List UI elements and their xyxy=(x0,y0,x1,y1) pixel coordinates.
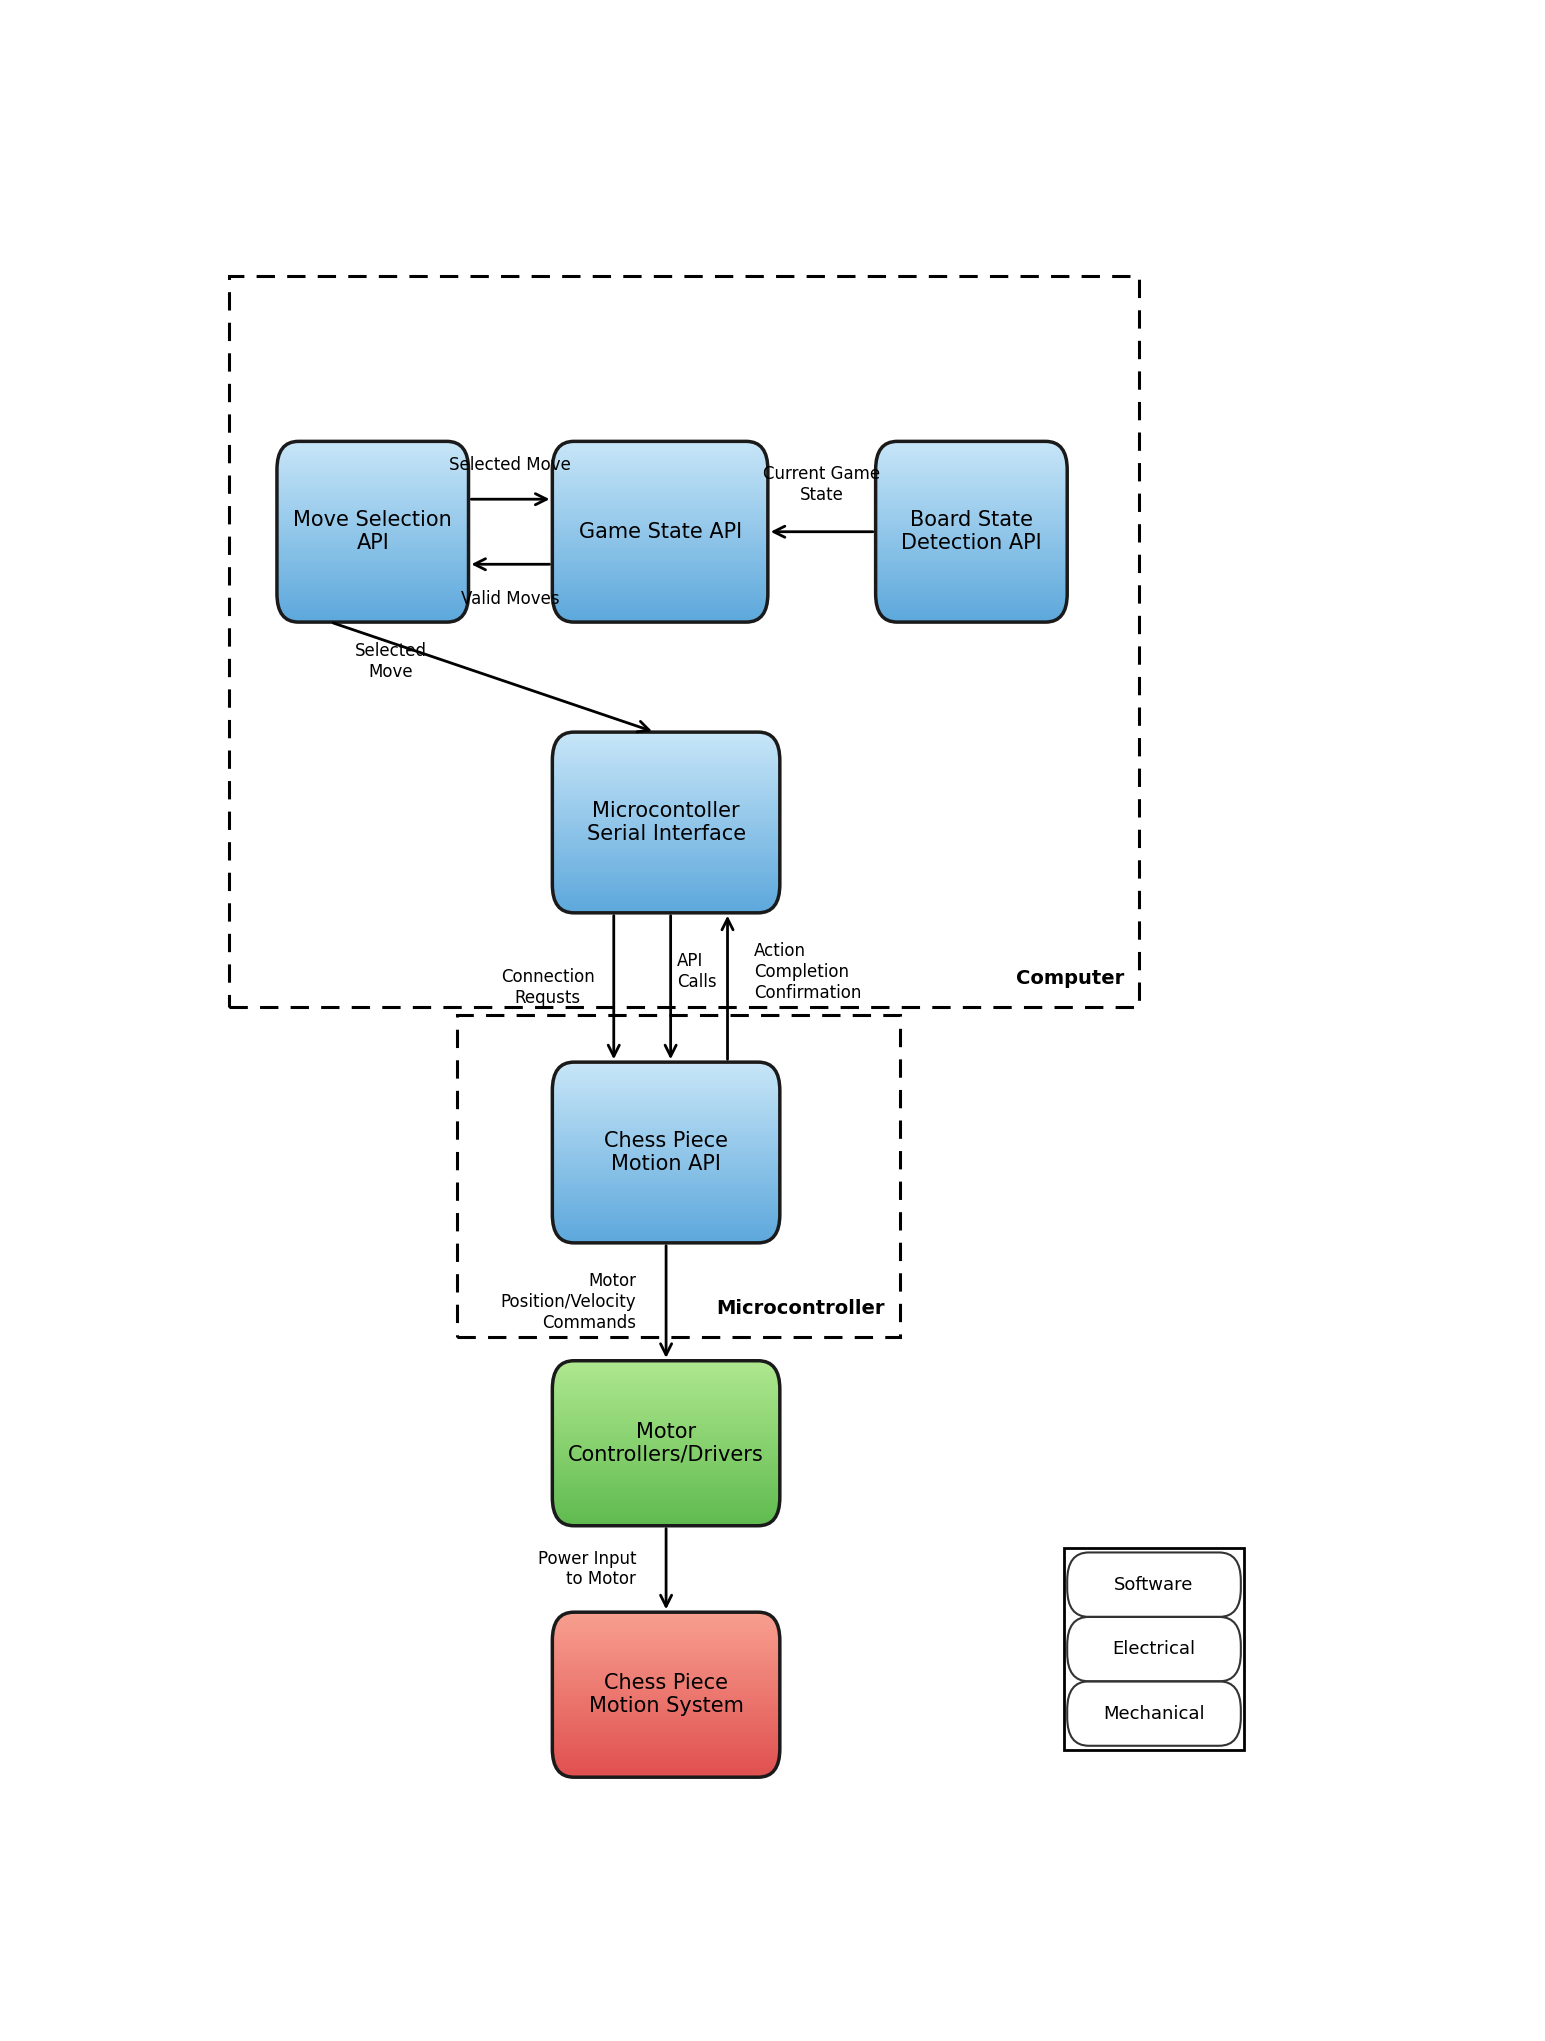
Text: Mechanical: Mechanical xyxy=(1103,1704,1205,1723)
Text: Selected Move: Selected Move xyxy=(450,455,572,474)
Text: Computer: Computer xyxy=(1017,969,1125,988)
Text: Current Game
State: Current Game State xyxy=(763,465,881,504)
Text: Valid Moves: Valid Moves xyxy=(460,590,559,608)
Text: Chess Piece
Motion System: Chess Piece Motion System xyxy=(589,1674,743,1716)
Text: Game State API: Game State API xyxy=(578,522,742,541)
Text: Move Selection
API: Move Selection API xyxy=(294,510,453,553)
Text: Power Input
to Motor: Power Input to Motor xyxy=(538,1549,637,1588)
Text: Microcontroller: Microcontroller xyxy=(717,1300,885,1318)
Text: Chess Piece
Motion API: Chess Piece Motion API xyxy=(604,1131,728,1174)
Text: Selected
Move: Selected Move xyxy=(355,643,426,682)
Text: Microcontoller
Serial Interface: Microcontoller Serial Interface xyxy=(587,800,746,845)
Text: API
Calls: API Calls xyxy=(677,953,717,992)
Text: Action
Completion
Confirmation: Action Completion Confirmation xyxy=(754,943,861,1002)
FancyBboxPatch shape xyxy=(1063,1547,1244,1751)
Text: Electrical: Electrical xyxy=(1112,1641,1196,1657)
Text: Motor
Position/Velocity
Commands: Motor Position/Velocity Commands xyxy=(501,1272,637,1331)
Text: Motor
Controllers/Drivers: Motor Controllers/Drivers xyxy=(569,1423,763,1465)
Text: Software: Software xyxy=(1114,1576,1194,1594)
Text: Connection
Requsts: Connection Requsts xyxy=(501,967,595,1006)
Text: Board State
Detection API: Board State Detection API xyxy=(901,510,1041,553)
